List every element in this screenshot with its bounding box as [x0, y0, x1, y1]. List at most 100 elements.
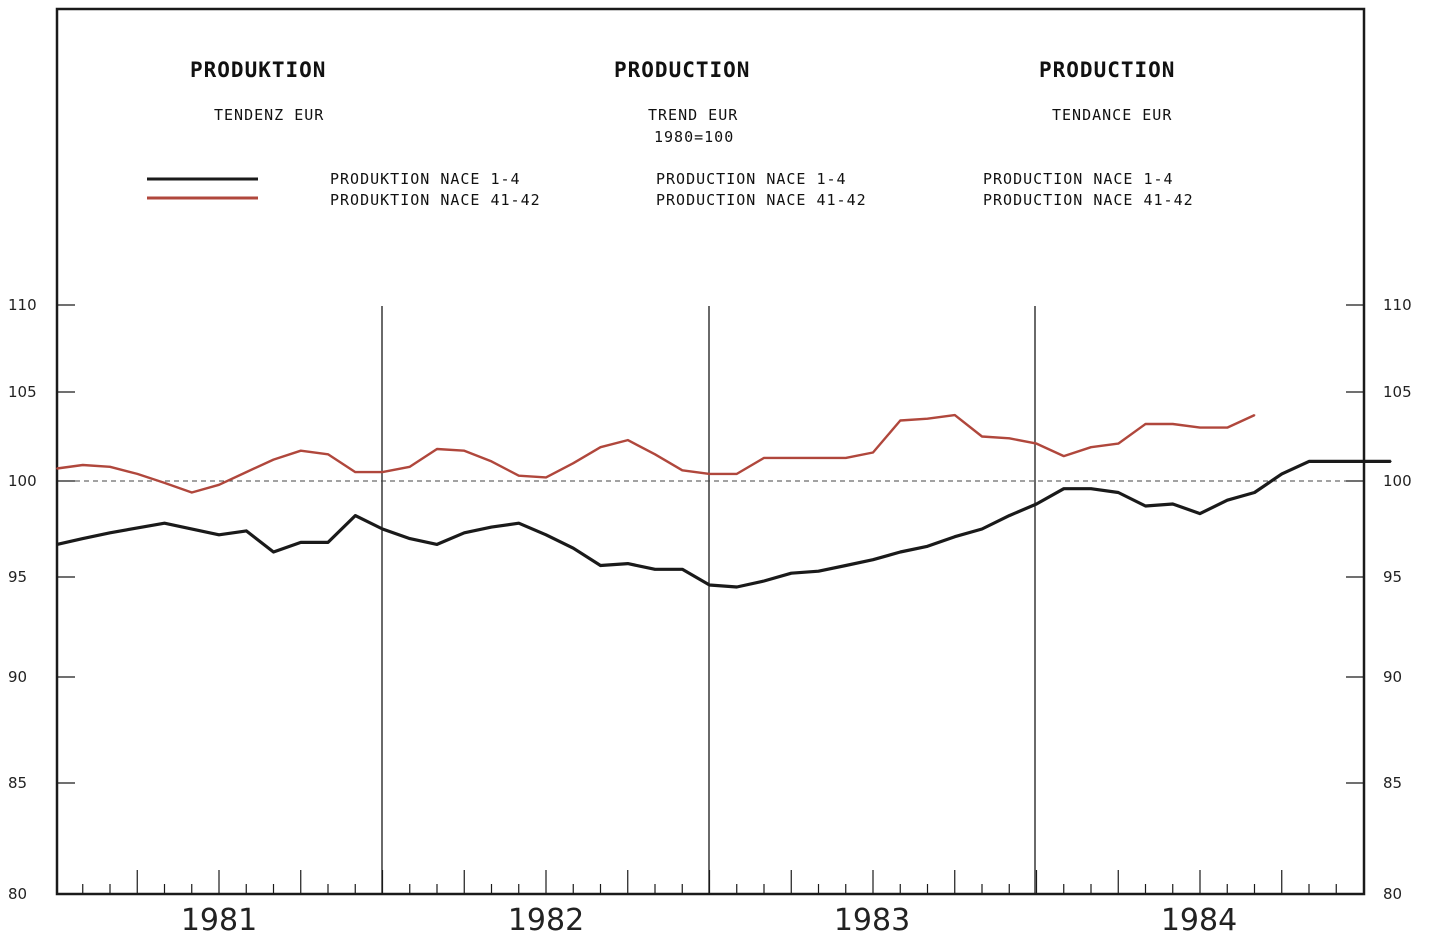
- series-nace-1-4-point-27: [844, 564, 847, 567]
- series-nace-1-4-point-38: [1144, 505, 1147, 507]
- series-nace-1-4-point-35: [1062, 487, 1065, 490]
- series-nace-41-42-point-27: [790, 456, 793, 459]
- series-nace-1-4-point-11: [408, 537, 411, 540]
- series-nace-41-42-point-5: [190, 491, 193, 494]
- series-nace-1-4-point-5: [245, 530, 248, 532]
- series-nace-1-4-point-19: [626, 562, 629, 565]
- series-nace-41-42-point-30: [872, 451, 874, 454]
- y-tick-label-right-100: 100: [1383, 472, 1412, 490]
- series-nace-41-42-point-38: [1090, 446, 1092, 449]
- series-nace-41-42-point-17: [517, 474, 520, 477]
- title-de: PRODUKTION: [190, 58, 327, 82]
- series-nace-41-42-point-36: [1035, 442, 1038, 445]
- series-nace-1-4-point-31: [953, 535, 956, 538]
- y-tick-label-right-95: 95: [1383, 568, 1402, 586]
- series-nace-41-42-point-37: [1062, 455, 1065, 457]
- series-nace-41-42-point-6: [218, 483, 220, 486]
- x-label-1982: 1982: [508, 903, 584, 937]
- y-tick-label-left-85: 85: [8, 774, 27, 792]
- series-nace-41-42-point-2: [109, 465, 111, 468]
- series-nace-1-4-point-10: [381, 528, 384, 530]
- series-nace-41-42-point-28: [817, 456, 820, 459]
- series-nace-1-4-point-34: [1035, 503, 1038, 505]
- legend-de-series-2: PRODUKTION NACE 41-42: [330, 191, 541, 209]
- series-nace-1-4-point-15: [517, 522, 520, 525]
- series-nace-1-4-point-16: [545, 533, 547, 536]
- series-nace-41-42-point-4: [163, 482, 166, 484]
- series-nace-41-42-point-12: [381, 471, 384, 473]
- series-nace-1-4-point-37: [1117, 491, 1120, 494]
- series-nace-41-42-point-20: [599, 446, 602, 449]
- series-nace-1-4-point-41: [1226, 499, 1229, 502]
- series-nace-1-4-point-26: [817, 570, 820, 573]
- y-tick-label-left-90: 90: [8, 668, 27, 686]
- legend-fr-series-1: PRODUCTION NACE 1-4: [983, 170, 1174, 188]
- title-fr: PRODUCTION: [1039, 58, 1176, 82]
- series-nace-41-42-point-34: [981, 435, 983, 438]
- series-nace-1-4-point-30: [926, 545, 929, 548]
- series-nace-1-4-point-45: [1335, 460, 1338, 463]
- series-nace-1-4-line: [56, 459, 1391, 589]
- series-nace-41-42-point-16: [490, 460, 493, 463]
- series-nace-41-42-point-29: [844, 456, 847, 459]
- legend-de-series-1: PRODUKTION NACE 1-4: [330, 170, 521, 188]
- legend-en-series-2: PRODUCTION NACE 41-42: [656, 191, 867, 209]
- series-nace-1-4-point-40: [1199, 512, 1201, 515]
- series-nace-1-4-point-43: [1280, 472, 1283, 475]
- series-nace-41-42-point-42: [1199, 426, 1201, 429]
- series-nace-41-42-point-25: [735, 472, 738, 475]
- series-nace-41-42-point-8: [272, 458, 275, 461]
- series-nace-41-42-point-26: [763, 456, 765, 459]
- series-nace-41-42-point-22: [654, 453, 656, 456]
- x-label-1983: 1983: [834, 903, 910, 937]
- base-year-label: 1980=100: [654, 128, 735, 146]
- series-nace-1-4-point-47: [1389, 460, 1392, 463]
- series-nace-41-42-point-21: [626, 439, 629, 441]
- series-nace-41-42-point-35: [1008, 437, 1011, 440]
- series-nace-41-42-point-3: [136, 472, 139, 475]
- series-nace-1-4-point-8: [327, 541, 329, 544]
- series-nace-1-4-point-6: [272, 551, 275, 553]
- series-nace-1-4-point-12: [436, 543, 438, 546]
- series-nace-1-4-point-46: [1362, 460, 1365, 463]
- series-nace-1-4-point-17: [572, 547, 575, 550]
- subtitle-fr: TENDANCE EUR: [1052, 106, 1173, 124]
- y-tick-label-left-100: 100: [8, 472, 37, 490]
- series-nace-1-4-point-22: [708, 584, 711, 586]
- series-nace-41-42-point-41: [1171, 423, 1174, 425]
- series-layer: [56, 413, 1392, 589]
- series-nace-1-4-point-2: [109, 531, 111, 534]
- series-nace-1-4-point-7: [299, 541, 302, 544]
- series-nace-1-4-point-14: [490, 526, 493, 528]
- series-nace-1-4-point-3: [163, 522, 166, 525]
- series-nace-1-4-point-23: [735, 586, 738, 588]
- series-nace-41-42-point-1: [81, 464, 84, 466]
- series-nace-1-4-point-39: [1171, 503, 1174, 505]
- series-nace-1-4-point-9: [354, 514, 357, 517]
- y-tick-label-right-110: 110: [1383, 296, 1412, 314]
- series-nace-41-42-point-13: [408, 465, 411, 468]
- series-nace-1-4-point-4: [218, 533, 220, 536]
- y-tick-label-left-110: 110: [8, 296, 37, 314]
- series-nace-41-42-point-0: [56, 467, 58, 470]
- series-nace-1-4-point-28: [872, 558, 874, 561]
- series-nace-41-42-point-33: [953, 414, 956, 417]
- series-nace-41-42-point-44: [1253, 414, 1256, 417]
- series-nace-41-42-point-14: [436, 448, 438, 450]
- series-nace-1-4-point-21: [681, 568, 684, 571]
- series-nace-41-42-point-19: [572, 462, 575, 465]
- series-nace-1-4-point-25: [790, 572, 793, 575]
- series-nace-1-4-point-0: [56, 543, 58, 546]
- y-tick-label-left-105: 105: [8, 383, 37, 401]
- series-nace-41-42-point-23: [681, 469, 684, 472]
- series-nace-41-42-point-10: [327, 453, 329, 456]
- plot-frame: [55, 7, 1366, 896]
- series-nace-41-42-point-15: [463, 449, 466, 452]
- y-tick-label-right-105: 105: [1383, 383, 1412, 401]
- y-tick-label-left-95: 95: [8, 568, 27, 586]
- y-tick-label-right-85: 85: [1383, 774, 1402, 792]
- series-nace-41-42-point-40: [1144, 423, 1147, 425]
- title-en: PRODUCTION: [614, 58, 751, 82]
- series-nace-41-42-point-9: [299, 449, 302, 452]
